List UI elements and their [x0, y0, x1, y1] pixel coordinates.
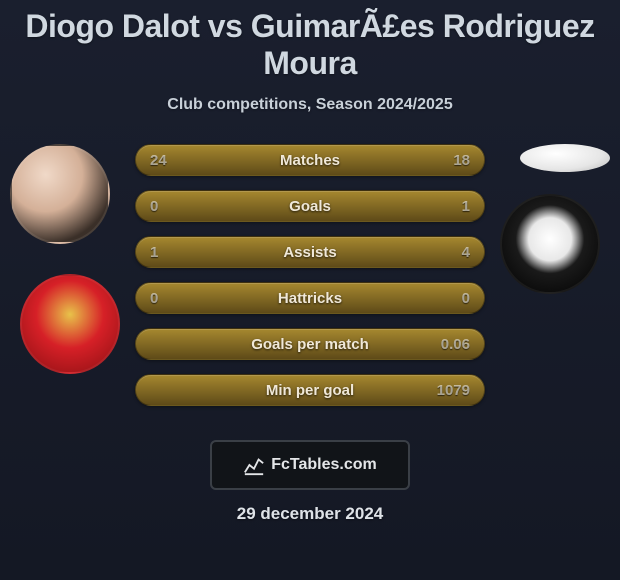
stat-bar: 1Assists4 [135, 236, 485, 268]
stat-label: Min per goal [136, 382, 484, 399]
stat-bar: Min per goal1079 [135, 374, 485, 406]
stat-label: Assists [136, 244, 484, 261]
club-right-crest [500, 194, 600, 294]
club-left-crest [20, 274, 120, 374]
player-right-avatar [520, 144, 610, 172]
stat-label: Goals [136, 198, 484, 215]
attribution-badge: FcTables.com [210, 440, 410, 490]
stat-bar: 0Hattricks0 [135, 282, 485, 314]
comparison-panel: 24Matches18 0Goals1 1Assists4 0Hattricks0 Go… [0, 144, 620, 434]
player-left-avatar [10, 144, 110, 244]
stat-label: Hattricks [136, 290, 484, 307]
stat-label: Goals per match [136, 336, 484, 353]
chart-icon [243, 454, 265, 476]
stat-bar: 24Matches18 [135, 144, 485, 176]
stat-label: Matches [136, 152, 484, 169]
attribution-text: FcTables.com [271, 456, 377, 474]
page-subtitle: Club competitions, Season 2024/2025 [0, 96, 620, 114]
stat-bars: 24Matches18 0Goals1 1Assists4 0Hattricks0 Go… [135, 144, 485, 420]
page-title: Diogo Dalot vs GuimarÃ£es Rodriguez Mour… [0, 0, 620, 82]
snapshot-date: 29 december 2024 [0, 504, 620, 524]
stat-bar: 0Goals1 [135, 190, 485, 222]
stat-bar: Goals per match0.06 [135, 328, 485, 360]
player-right-avatar-shape [520, 144, 610, 172]
